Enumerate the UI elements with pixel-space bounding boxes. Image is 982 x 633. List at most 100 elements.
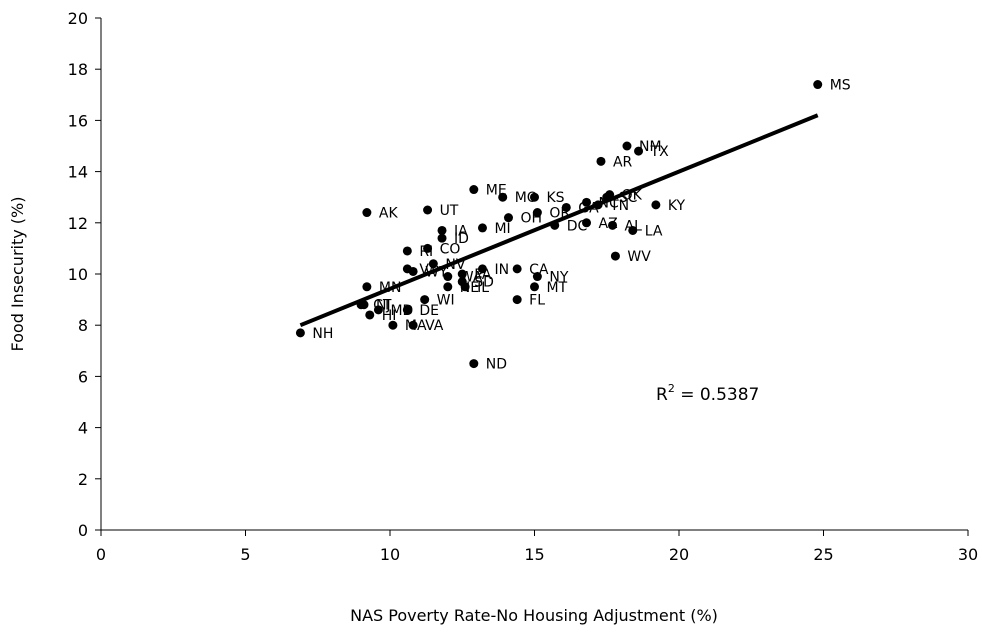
data-point-al (608, 220, 618, 230)
data-point-wa (443, 272, 453, 282)
y-axis-ticks: 0 2 4 6 8 10 12 14 16 18 20 (68, 9, 101, 540)
point-label-mn: MN (379, 280, 402, 296)
data-point-co (423, 243, 433, 253)
x-tick-label: 30 (958, 545, 978, 564)
r-squared-superscript: 2 (668, 382, 675, 395)
y-axis-title: Food Insecurity (%) (8, 197, 27, 352)
data-point-ut (423, 205, 433, 215)
data-point-ma (388, 320, 398, 330)
point-label-nj: NJ (376, 298, 391, 314)
y-tick-label: 18 (68, 60, 88, 79)
data-point-dc (550, 220, 560, 230)
point-label-in: IN (494, 262, 509, 278)
data-point-hi (365, 310, 375, 320)
point-label-co: CO (440, 241, 461, 257)
point-label-ut: UT (440, 203, 459, 219)
point-label-ms: MS (830, 78, 851, 94)
point-label-wa: WA (460, 270, 483, 286)
x-axis-ticks: 0 5 10 15 20 25 30 (96, 530, 978, 564)
point-label-ia: IA (454, 223, 468, 239)
data-point-wi (420, 295, 430, 305)
y-tick-label: 6 (78, 367, 88, 386)
data-point-ak (362, 208, 372, 218)
point-label-hi: HI (382, 308, 397, 324)
data-point-ne (443, 282, 453, 292)
x-tick-label: 25 (813, 545, 833, 564)
data-point-tx (634, 146, 644, 156)
x-tick-label: 20 (669, 545, 689, 564)
data-point-in (477, 264, 487, 274)
x-tick-label: 10 (380, 545, 400, 564)
data-point-fl (512, 295, 522, 305)
y-tick-label: 0 (78, 521, 88, 540)
data-point-ny (532, 272, 542, 282)
point-label-az: AZ (599, 216, 618, 232)
data-point-ga (561, 202, 571, 212)
data-point-ct (356, 300, 366, 310)
data-point-ri (402, 246, 412, 256)
point-label-vt: VT (419, 262, 438, 278)
point-label-dc: DC (567, 218, 588, 234)
data-point-tn (593, 200, 603, 210)
data-point-nv (428, 259, 438, 269)
data-point-id (437, 233, 447, 243)
y-tick-label: 20 (68, 9, 88, 28)
point-label-tn: TN (609, 198, 629, 214)
point-label-va: VA (425, 318, 444, 334)
data-point-mt (530, 282, 539, 292)
point-label-de: DE (419, 303, 439, 319)
x-axis-title: NAS Poverty Rate-No Housing Adjustment (… (350, 606, 718, 625)
point-label-tx: TX (650, 144, 670, 160)
point-label-oh: OH (520, 211, 542, 227)
point-label-mo: MO (515, 190, 538, 206)
point-label-ct: CT (373, 298, 392, 314)
data-point-va (408, 320, 418, 330)
point-label-sd: SD (474, 275, 494, 291)
data-point-md (373, 305, 383, 315)
data-points (295, 80, 823, 369)
point-label-mt: MT (547, 280, 568, 296)
point-label-nd: ND (486, 357, 507, 373)
trendline (299, 113, 819, 328)
point-label-ca: CA (529, 262, 549, 278)
point-label-ak: AK (379, 206, 399, 222)
point-label-nh: NH (312, 326, 333, 342)
point-label-ar: AR (613, 154, 633, 170)
point-label-wy: WY (425, 264, 448, 280)
point-label-ma: MA (405, 318, 427, 334)
point-label-wv: WV (627, 249, 651, 265)
data-point-az (582, 218, 592, 228)
data-point-ks (530, 192, 539, 202)
y-tick-label: 12 (68, 214, 88, 233)
data-point-de (402, 305, 412, 315)
point-label-fl: FL (529, 293, 545, 309)
data-point-nh (295, 328, 305, 338)
point-label-wi: WI (437, 293, 455, 309)
point-label-me: ME (486, 183, 507, 199)
r-squared-base: R (656, 385, 668, 405)
data-point-sc (602, 192, 612, 202)
x-tick-label: 15 (524, 545, 544, 564)
point-label-nc: NC (599, 195, 619, 211)
data-point-ar (596, 156, 606, 166)
data-point-mn (362, 282, 372, 292)
point-label-nm: NM (639, 139, 662, 155)
data-point-mi (477, 223, 487, 233)
point-label-nv: NV (445, 257, 465, 273)
data-point-nd (469, 359, 479, 369)
point-label-il: IL (477, 280, 489, 296)
point-label-or: OR (549, 206, 570, 222)
data-point-ca (512, 264, 522, 274)
data-point-ms (813, 80, 823, 90)
data-point-wy (408, 266, 418, 276)
point-label-ri: RI (419, 244, 433, 260)
point-label-md: MD (390, 303, 413, 319)
point-label-al: AL (625, 218, 643, 234)
data-point-il (460, 282, 470, 292)
x-tick-label: 0 (96, 545, 106, 564)
point-label-la: LA (645, 223, 663, 239)
data-point-ia (437, 225, 447, 235)
r-squared-annotation: R2 = 0.5387 (656, 382, 759, 405)
